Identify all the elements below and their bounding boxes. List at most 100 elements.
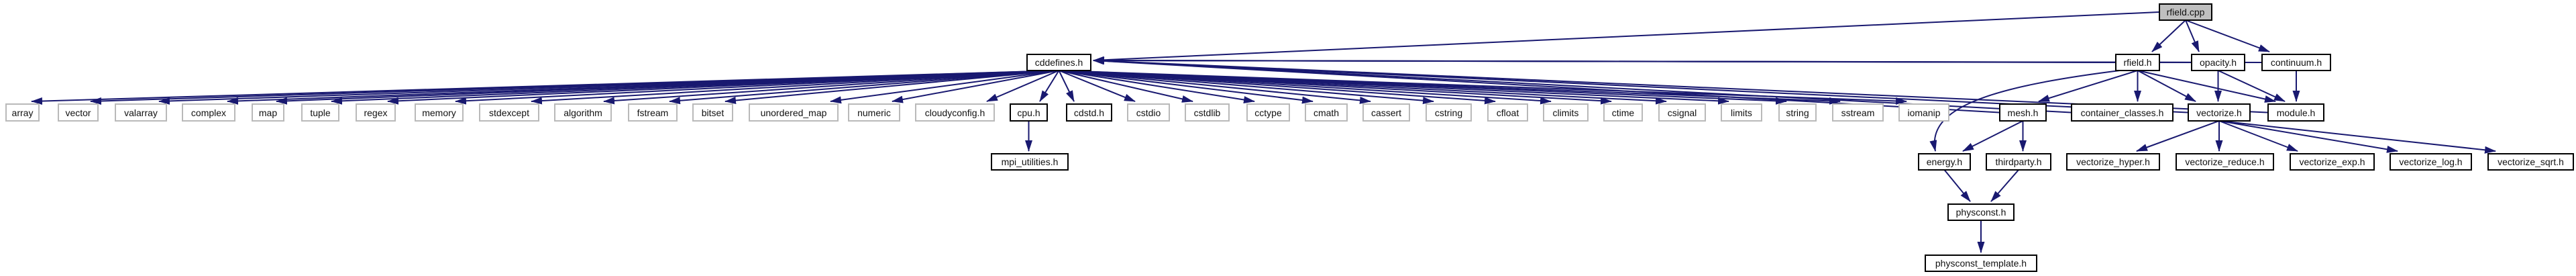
node-label: string [1786, 107, 1809, 118]
node-label: cmath [1313, 107, 1340, 118]
edge-cddefines_h-to-stdexcept [531, 70, 1059, 105]
node-label: csignal [1667, 107, 1697, 118]
edge-cddefines_h-to-bitset [724, 70, 1059, 105]
graph-node-cctype: cctype [1246, 103, 1290, 122]
graph-node-opacity-h[interactable]: opacity.h [2191, 54, 2245, 71]
edge-cddefines_h-to-cassert [1059, 70, 1371, 104]
graph-node-physconst-h[interactable]: physconst.h [1947, 203, 2015, 221]
node-label: bitset [701, 107, 724, 118]
graph-node-cpu-h[interactable]: cpu.h [1010, 103, 1048, 122]
edge-thirdparty_h-to-physconst_h [1990, 169, 2019, 202]
node-label: cstring [1434, 107, 1463, 118]
graph-node-climits: climits [1543, 103, 1589, 122]
graph-node-tuple: tuple [301, 103, 339, 122]
node-label: numeric [857, 107, 891, 118]
graph-node-algorithm: algorithm [554, 103, 612, 122]
edge-rfield_h-to-energy_h [1929, 70, 2121, 152]
node-label: vectorize.h [2196, 107, 2242, 118]
graph-node-module-h[interactable]: module.h [2267, 103, 2324, 122]
graph-node-valarray: valarray [115, 103, 167, 122]
graph-node-fstream: fstream [628, 103, 678, 122]
node-label: vector [65, 107, 91, 118]
graph-node-vectorize-sqrt-h[interactable]: vectorize_sqrt.h [2487, 153, 2574, 171]
graph-node-cddefines-h[interactable]: cddefines.h [1026, 54, 1091, 71]
node-label: map [258, 107, 278, 118]
graph-node-cmath: cmath [1305, 103, 1348, 122]
node-label: vectorize_sqrt.h [2498, 156, 2564, 167]
node-label: cpu.h [1017, 107, 1040, 118]
node-label: continuum.h [2270, 57, 2322, 68]
node-label: energy.h [1926, 156, 1963, 167]
graph-node-thirdparty-h[interactable]: thirdparty.h [1986, 153, 2051, 171]
edge-cddefines_h-to-cstdlib [1059, 70, 1193, 103]
node-label: array [11, 107, 34, 118]
graph-node-cstdlib: cstdlib [1185, 103, 1230, 122]
graph-node-vectorize-reduce-h[interactable]: vectorize_reduce.h [2176, 153, 2274, 171]
graph-node-vectorize-exp-h[interactable]: vectorize_exp.h [2290, 153, 2375, 171]
node-label: physconst.h [1955, 207, 2006, 218]
edge-rfield_cpp-to-continuum_h [2185, 19, 2270, 52]
graph-node-ctime: ctime [1603, 103, 1643, 122]
graph-node-energy-h[interactable]: energy.h [1918, 153, 1971, 171]
edge-rfield_h-to-mesh_h [2038, 70, 2138, 102]
graph-node-rfield-h[interactable]: rfield.h [2115, 54, 2160, 71]
graph-node-vectorize-h[interactable]: vectorize.h [2188, 103, 2251, 122]
node-label: sstream [1841, 107, 1875, 118]
edge-rfield_cpp-to-opacity_h [2185, 19, 2200, 52]
graph-node-memory: memory [415, 103, 464, 122]
graph-node-container-classes-h[interactable]: container_classes.h [2071, 103, 2174, 122]
node-label: mpi_utilities.h [1001, 156, 1059, 167]
edge-cddefines_h-to-cstdio [1059, 70, 1136, 102]
edge-cddefines_h-to-cmath [1059, 70, 1313, 104]
node-label: cctype [1254, 107, 1282, 118]
graph-node-sstream: sstream [1832, 103, 1884, 122]
node-label: mesh.h [2007, 107, 2039, 118]
graph-node-regex: regex [356, 103, 396, 122]
edge-continuum_h-to-cddefines_h [1093, 56, 2262, 64]
node-label: unordered_map [760, 107, 827, 118]
edge-cddefines_h-to-algorithm [603, 70, 1059, 105]
graph-node-vectorize-log-h[interactable]: vectorize_log.h [2390, 153, 2472, 171]
node-label: tuple [310, 107, 331, 118]
node-label: module.h [2276, 107, 2316, 118]
node-label: memory [422, 107, 456, 118]
node-label: cstdlib [1193, 107, 1221, 118]
node-label: rfield.cpp [2166, 7, 2205, 17]
graph-node-cstdio: cstdio [1127, 103, 1170, 122]
edge-cddefines_h-to-cdstd_h [1058, 70, 1075, 102]
node-label: valarray [124, 107, 158, 118]
graph-node-continuum-h[interactable]: continuum.h [2261, 54, 2331, 71]
graph-node-cdstd-h[interactable]: cdstd.h [1066, 103, 1112, 122]
edge-cddefines_h-to-memory [455, 70, 1059, 105]
node-label: vectorize_log.h [2399, 156, 2463, 167]
graph-node-iomanip: iomanip [1898, 103, 1949, 122]
graph-node-string: string [1778, 103, 1817, 122]
edge-vectorize_h-to-vectorize_log_h [2218, 120, 2398, 153]
node-label: climits [1552, 107, 1579, 118]
edge-cddefines_h-to-cpu_h [1039, 70, 1060, 102]
graph-node-physconst-template-h[interactable]: physconst_template.h [1925, 255, 2037, 272]
graph-node-cstring: cstring [1426, 103, 1472, 122]
edge-vectorize_h-to-vectorize_exp_h [2218, 120, 2298, 152]
edge-cddefines_h-to-cstring [1059, 70, 1434, 105]
graph-node-limits: limits [1721, 103, 1762, 122]
node-label: fstream [637, 107, 669, 118]
node-label: physconst_template.h [1935, 258, 2027, 269]
graph-node-vector: vector [58, 103, 99, 122]
node-label: cassert [1371, 107, 1402, 118]
graph-node-mpi-utilities-h[interactable]: mpi_utilities.h [991, 153, 1069, 171]
graph-node-cloudyconfig-h: cloudyconfig.h [915, 103, 995, 122]
edge-opacity_h-to-module_h [2218, 70, 2286, 102]
edge-rfield_h-to-vectorize_h [2137, 70, 2196, 102]
graph-node-rfield-cpp[interactable]: rfield.cpp [2159, 3, 2212, 21]
edge-energy_h-to-physconst_h [1943, 169, 1971, 202]
node-label: cstdio [1136, 107, 1161, 118]
graph-node-mesh-h[interactable]: mesh.h [1999, 103, 2047, 122]
graph-node-cfloat: cfloat [1487, 103, 1528, 122]
edge-cddefines_h-to-unordered_map [830, 70, 1059, 104]
node-label: vectorize_reduce.h [2185, 156, 2265, 167]
graph-node-array: array [5, 103, 40, 122]
graph-node-vectorize-hyper-h[interactable]: vectorize_hyper.h [2066, 153, 2160, 171]
edge-cddefines_h-to-cctype [1059, 70, 1255, 103]
